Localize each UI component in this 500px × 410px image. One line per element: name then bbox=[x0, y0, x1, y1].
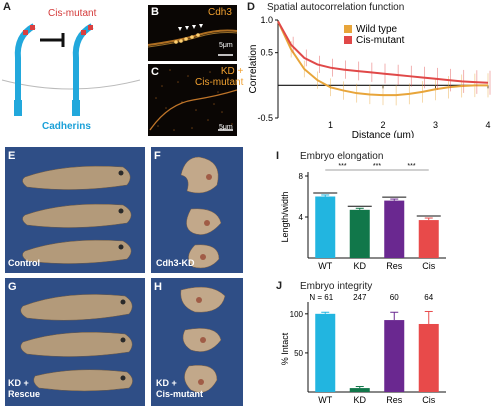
y-tick-label: 50 bbox=[294, 349, 303, 358]
significance-label: *** bbox=[407, 163, 415, 170]
panel-d-letter: D bbox=[247, 1, 255, 13]
kd-cis-mutant-label: KD + Cis-mutant bbox=[195, 66, 244, 88]
panel-f-photo bbox=[151, 147, 243, 273]
n-label: 60 bbox=[390, 293, 399, 302]
x-tick-label: WT bbox=[318, 261, 332, 271]
bar-wt bbox=[315, 196, 336, 258]
x-tick-label: Cis bbox=[422, 261, 435, 271]
legend-swatch bbox=[344, 25, 352, 33]
x-tick-label: 2 bbox=[380, 120, 385, 130]
bar-kd bbox=[349, 388, 370, 392]
y-tick-label: 4 bbox=[299, 213, 304, 222]
significance-label: *** bbox=[338, 163, 346, 170]
n-label: 247 bbox=[353, 293, 367, 302]
panel-g-photo bbox=[5, 278, 145, 406]
panel-i-title: Embryo elongation bbox=[300, 151, 384, 162]
x-tick-label: 1 bbox=[328, 120, 333, 130]
panel-i-letter: I bbox=[276, 150, 280, 162]
panel-j-title: Embryo integrity bbox=[300, 281, 373, 292]
elongation-chart: 8 4 Length/width WT KD Res Cis *** *** *** bbox=[280, 163, 446, 271]
kd-rescue-label: KD + Rescue bbox=[8, 378, 41, 399]
x-tick-label: 3 bbox=[433, 120, 438, 130]
series-line bbox=[277, 20, 488, 97]
cis-mutant-label: Cis-mutant bbox=[48, 8, 97, 19]
cis-mutant-site bbox=[23, 30, 28, 35]
x-tick-label: Res bbox=[386, 395, 403, 405]
cdh3-kd-label: Cdh3-KD bbox=[156, 258, 195, 268]
x-tick-label: KD bbox=[353, 261, 366, 271]
panel-a-letter: A bbox=[3, 1, 11, 13]
panel-h-photo bbox=[151, 278, 243, 406]
bar-cis bbox=[418, 323, 439, 392]
panel-j-letter: J bbox=[276, 280, 283, 292]
y-axis-label: Correlation bbox=[248, 45, 259, 94]
x-axis-label: Distance (μm) bbox=[352, 130, 414, 138]
y-tick-label: 100 bbox=[290, 310, 304, 319]
legend-swatch bbox=[344, 36, 352, 44]
y-tick-label: -0.5 bbox=[257, 113, 273, 123]
bar-wt bbox=[315, 313, 336, 392]
bar-kd bbox=[349, 209, 370, 258]
panel-a-schematic bbox=[1, 23, 141, 116]
panel-e-photo bbox=[5, 147, 145, 273]
autocorrelation-chart: 1.0 0.5 -0.5 1 2 3 4 Distance (μm) Correlation Wi… bbox=[248, 15, 491, 138]
control-label: Control bbox=[8, 258, 40, 268]
arrowhead-icon bbox=[178, 27, 182, 31]
x-tick-label: Cis bbox=[422, 395, 435, 405]
y-axis-label: % Intact bbox=[280, 332, 290, 365]
panel-f-letter: F bbox=[154, 150, 161, 162]
y-tick-label: 1.0 bbox=[260, 15, 273, 25]
bar-res bbox=[384, 320, 405, 392]
panel-g-letter: G bbox=[8, 281, 17, 293]
cdh3-label: Cdh3 bbox=[208, 7, 232, 18]
kd-cis-mutant-photo-label: KD + Cis-mutant bbox=[156, 378, 203, 399]
integrity-chart: 100 50 % Intact WT KD Res Cis N = 61 247 60 64 bbox=[280, 293, 446, 405]
x-tick-label: Res bbox=[386, 261, 403, 271]
panel-c-letter: C bbox=[151, 66, 159, 78]
cadherin-left bbox=[14, 23, 36, 108]
scale-bar-label-c: 5μm bbox=[219, 124, 233, 131]
series-line bbox=[277, 20, 489, 84]
x-tick-label: 4 bbox=[485, 120, 490, 130]
panel-c-image bbox=[148, 64, 237, 136]
x-tick-label: WT bbox=[318, 395, 332, 405]
panel-b-image bbox=[148, 5, 237, 61]
panel-b-letter: B bbox=[151, 6, 159, 18]
n-label: N = 61 bbox=[309, 293, 333, 302]
significance-label: *** bbox=[373, 163, 381, 170]
panel-d-title: Spatial autocorrelation function bbox=[267, 2, 405, 13]
panel-e-letter: E bbox=[8, 150, 16, 162]
bar-res bbox=[384, 200, 405, 258]
y-tick-label: 0.5 bbox=[260, 48, 273, 58]
y-axis-label: Length/width bbox=[280, 191, 290, 242]
panel-h-letter: H bbox=[154, 281, 162, 293]
legend-label: Wild type bbox=[356, 24, 398, 35]
bar-cis bbox=[418, 220, 439, 258]
n-label: 64 bbox=[424, 293, 433, 302]
legend-label: Cis-mutant bbox=[356, 35, 405, 46]
y-tick-label: 8 bbox=[299, 172, 304, 181]
cadherins-label: Cadherins bbox=[42, 121, 91, 132]
scale-bar-label: 5μm bbox=[219, 42, 233, 49]
x-tick-label: KD bbox=[353, 395, 366, 405]
